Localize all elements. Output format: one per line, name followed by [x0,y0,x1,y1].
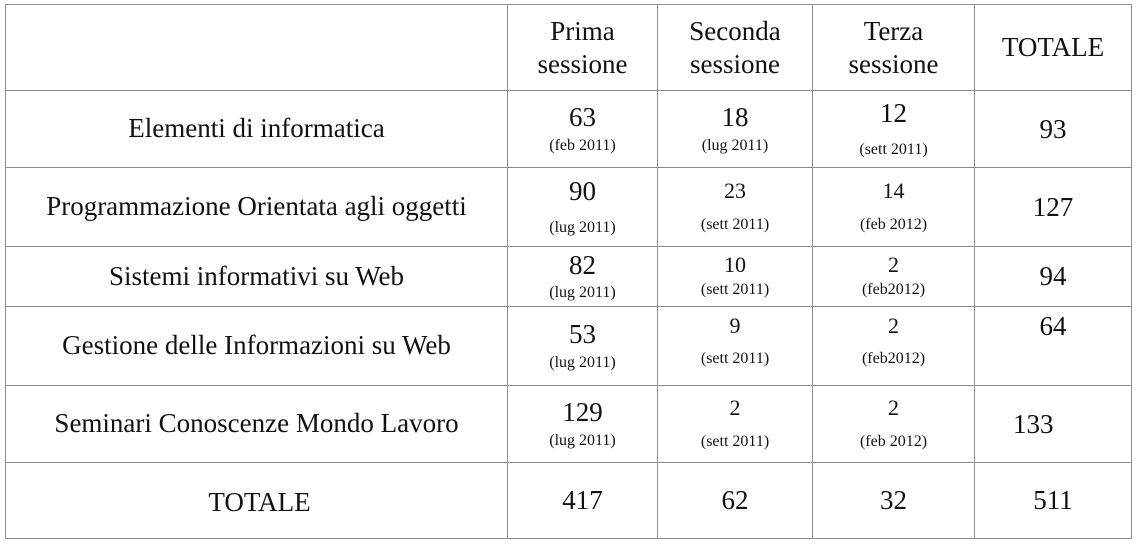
cell-total: 93 [974,90,1132,168]
cell-date: (feb 2012) [859,215,928,233]
cell-value: 9 [729,313,741,338]
cell-date: (sett 2011) [700,281,770,299]
cell-value: 90 [569,176,596,207]
cell-value: 82 [569,249,596,280]
cell-value: 12 [880,98,907,129]
cell-value: 2 [888,395,899,421]
header-terza-sessione: Terza sessione [812,4,975,91]
cell-date: (feb2012) [861,350,926,368]
cell-total: 127 [974,167,1132,247]
totals-row: TOTALE 417 62 32 511 [5,462,1132,539]
cell-value: 63 [569,102,596,133]
cell-prima: 82 (lug 2011) [507,246,658,307]
header-empty-cell [5,4,508,91]
cell-terza: 14 (feb 2012) [812,167,975,247]
cell-value: 2 [729,395,741,421]
table-row: Seminari Conoscenze Mondo Lavoro 129 (lu… [5,385,1132,463]
cell-date: (feb 2011) [549,136,616,154]
cell-total: 133 [974,385,1132,463]
sessions-table: Prima sessione Seconda sessione Terza se… [5,4,1132,539]
cell-value: 2 [888,313,899,338]
total-prima: 417 [507,462,658,539]
cell-total: 64 [974,306,1132,386]
cell-value: 14 [882,178,905,204]
total-terza: 32 [812,462,975,539]
cell-seconda: 2 (sett 2011) [657,385,813,463]
cell-date: (sett 2011) [700,432,770,450]
cell-seconda: 23 (sett 2011) [657,167,813,247]
header-row: Prima sessione Seconda sessione Terza se… [5,4,1132,91]
cell-seconda: 10 (sett 2011) [657,246,813,307]
cell-seconda: 9 (sett 2011) [657,306,813,386]
cell-terza: 12 (sett 2011) [812,90,975,168]
total-grand: 511 [974,462,1132,539]
row-label: Gestione delle Informazioni su Web [5,306,508,386]
cell-value: 10 [724,251,746,277]
cell-date: (sett 2011) [859,140,928,158]
row-label: Seminari Conoscenze Mondo Lavoro [5,385,508,463]
row-label: Programmazione Orientata agli oggetti [5,167,508,247]
cell-seconda: 18 (lug 2011) [657,90,813,168]
cell-value: 53 [569,319,596,350]
total-seconda: 62 [657,462,813,539]
cell-value: 18 [721,102,749,133]
row-label: Elementi di informatica [5,90,508,168]
table-row: Programmazione Orientata agli oggetti 90… [5,167,1132,247]
cell-terza: 2 (feb2012) [812,306,975,386]
cell-value: 129 [562,397,603,428]
cell-prima: 129 (lug 2011) [507,385,658,463]
cell-date: (lug 2011) [701,136,769,154]
table-row: Elementi di informatica 63 (feb 2011) 18… [5,90,1132,168]
header-seconda-sessione: Seconda sessione [657,4,813,91]
cell-date: (feb2012) [861,281,926,299]
cell-date: (sett 2011) [700,215,770,233]
row-label: Sistemi informativi su Web [5,246,508,307]
header-totale: TOTALE [974,4,1132,91]
cell-value: 2 [888,251,899,277]
cell-date: (feb 2012) [859,432,928,450]
header-prima-sessione: Prima sessione [507,4,658,91]
totals-label: TOTALE [5,462,508,539]
cell-date: (lug 2011) [549,218,616,236]
cell-terza: 2 (feb2012) [812,246,975,307]
cell-prima: 90 (lug 2011) [507,167,658,247]
cell-value: 23 [724,178,746,204]
table-row: Sistemi informativi su Web 82 (lug 2011)… [5,246,1132,307]
cell-date: (lug 2011) [549,431,616,449]
cell-terza: 2 (feb 2012) [812,385,975,463]
cell-date: (lug 2011) [549,284,616,302]
cell-date: (sett 2011) [700,350,770,368]
cell-total: 94 [974,246,1132,307]
cell-prima: 53 (lug 2011) [507,306,658,386]
table-row: Gestione delle Informazioni su Web 53 (l… [5,306,1132,386]
cell-date: (lug 2011) [549,353,616,371]
cell-prima: 63 (feb 2011) [507,90,658,168]
